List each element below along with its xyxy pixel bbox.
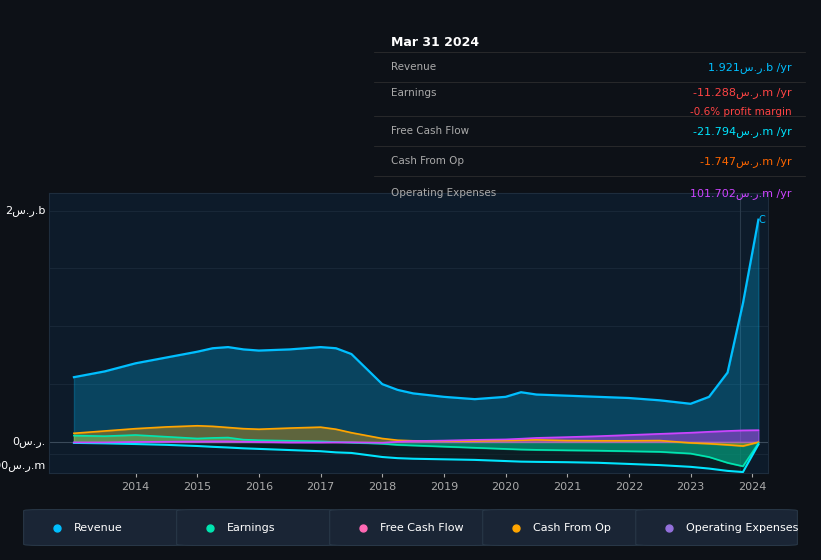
FancyBboxPatch shape (330, 510, 491, 545)
Text: Cash From Op: Cash From Op (391, 156, 464, 166)
Text: -0.6% profit margin: -0.6% profit margin (690, 106, 791, 116)
Text: -21.794س.ر.m /yr: -21.794س.ر.m /yr (693, 125, 791, 137)
Text: Revenue: Revenue (74, 522, 123, 533)
Text: -1.747س.ر.m /yr: -1.747س.ر.m /yr (700, 156, 791, 167)
Text: Earnings: Earnings (227, 522, 276, 533)
Text: -11.288س.ر.m /yr: -11.288س.ر.m /yr (693, 87, 791, 98)
Text: Free Cash Flow: Free Cash Flow (391, 126, 469, 136)
FancyBboxPatch shape (635, 510, 797, 545)
FancyBboxPatch shape (24, 510, 186, 545)
Text: 0س.ر.: 0س.ر. (12, 436, 46, 447)
Text: Operating Expenses: Operating Expenses (686, 522, 799, 533)
Text: C: C (759, 214, 765, 225)
FancyBboxPatch shape (483, 510, 644, 545)
FancyBboxPatch shape (177, 510, 338, 545)
Text: Revenue: Revenue (391, 62, 436, 72)
Text: 2س.ر.b: 2س.ر.b (5, 205, 46, 216)
Text: Free Cash Flow: Free Cash Flow (380, 522, 464, 533)
Text: 1.921س.ر.b /yr: 1.921س.ر.b /yr (708, 62, 791, 73)
Text: Earnings: Earnings (391, 88, 436, 98)
Text: 101.702س.ر.m /yr: 101.702س.ر.m /yr (690, 188, 791, 199)
Text: Mar 31 2024: Mar 31 2024 (391, 35, 479, 49)
Text: Cash From Op: Cash From Op (533, 522, 611, 533)
Text: -200س.ر.m: -200س.ر.m (0, 460, 46, 470)
Text: Operating Expenses: Operating Expenses (391, 188, 496, 198)
